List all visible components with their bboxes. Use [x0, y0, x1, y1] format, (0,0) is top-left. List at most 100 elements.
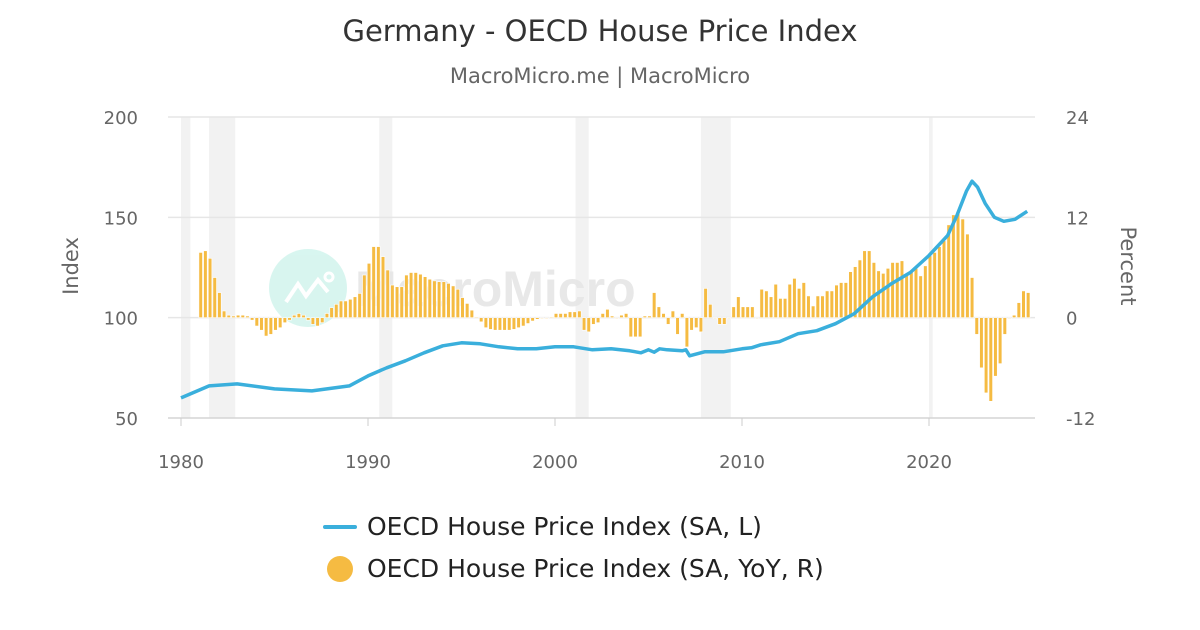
- yoy-bar: [605, 309, 610, 318]
- yoy-bar: [628, 317, 633, 338]
- left-axis-tick: 50: [115, 409, 138, 430]
- yoy-bar: [586, 317, 591, 333]
- yoy-bar: [857, 259, 862, 318]
- yoy-bar: [268, 317, 273, 335]
- yoy-bar: [815, 295, 820, 318]
- yoy-bar: [217, 292, 222, 318]
- yoy-bar: [455, 288, 460, 318]
- yoy-bar: [221, 310, 227, 318]
- yoy-bar: [656, 306, 661, 318]
- yoy-bar: [357, 293, 362, 318]
- yoy-bar: [1026, 292, 1031, 318]
- yoy-bar: [348, 298, 353, 318]
- chart-subtitle: MacroMicro.me | MacroMicro: [449, 64, 751, 88]
- legend-item-yoy[interactable]: OECD House Price Index (SA, YoY, R): [323, 554, 824, 583]
- right-axis-tick: -12: [1066, 409, 1095, 430]
- yoy-bar: [946, 224, 951, 318]
- yoy-bar: [974, 317, 979, 335]
- yoy-bar: [595, 317, 601, 323]
- yoy-bar: [516, 317, 521, 328]
- yoy-bar: [820, 295, 825, 318]
- yoy-bar: [764, 290, 769, 318]
- yoy-bar: [539, 317, 545, 319]
- yoy-bar: [609, 315, 615, 318]
- yoy-bar: [474, 316, 479, 318]
- yoy-bar: [782, 298, 788, 318]
- yoy-bar: [567, 311, 573, 318]
- yoy-bar: [525, 317, 531, 324]
- yoy-bar: [385, 269, 390, 318]
- legend-item-index[interactable]: OECD House Price Index (SA, L): [323, 512, 762, 541]
- yoy-bar: [661, 313, 666, 318]
- yoy-bar: [722, 317, 727, 325]
- right-axis-tick: 0: [1066, 309, 1077, 330]
- yoy-bar: [885, 268, 891, 318]
- left-axis-label: Index: [59, 237, 83, 295]
- yoy-bar: [212, 277, 217, 318]
- yoy-bar: [1016, 302, 1021, 318]
- yoy-bar: [441, 281, 446, 318]
- yoy-bar: [310, 317, 316, 325]
- yoy-bar: [740, 306, 746, 318]
- yoy-bar: [292, 314, 297, 318]
- yoy-bar: [278, 317, 283, 328]
- yoy-bar: [881, 273, 886, 318]
- yoy-bar: [207, 258, 213, 318]
- yoy-bar: [871, 262, 876, 318]
- yoy-bar: [306, 317, 311, 321]
- yoy-bar: [904, 274, 909, 318]
- yoy-bar: [638, 317, 643, 338]
- yoy-bar: [843, 282, 848, 318]
- yoy-bar: [320, 317, 325, 323]
- yoy-bar: [581, 317, 587, 331]
- legend-label: OECD House Price Index (SA, L): [367, 512, 762, 541]
- yoy-bar: [998, 317, 1003, 364]
- yoy-bar: [965, 233, 970, 318]
- yoy-bar: [988, 317, 993, 402]
- left-axis-tick: 200: [104, 108, 138, 129]
- left-axis-tick: 100: [104, 309, 138, 330]
- yoy-bar: [483, 317, 488, 328]
- yoy-bar: [422, 276, 428, 318]
- yoy-bar: [969, 277, 975, 318]
- yoy-bar: [553, 313, 559, 318]
- yoy-bar: [324, 313, 330, 318]
- yoy-bar: [642, 315, 647, 318]
- yoy-bar: [226, 314, 231, 318]
- yoy-bar: [236, 314, 241, 318]
- yoy-bar: [530, 317, 535, 322]
- x-axis-tick: 2000: [532, 452, 578, 473]
- yoy-bar: [254, 317, 259, 327]
- yoy-bar: [895, 262, 900, 318]
- yoy-bar: [437, 281, 442, 318]
- yoy-bar: [380, 256, 386, 318]
- yoy-bar: [240, 314, 245, 318]
- yoy-bar: [703, 288, 708, 318]
- yoy-bar: [708, 303, 713, 318]
- right-axis-label: Percent: [1116, 226, 1140, 305]
- yoy-bar: [731, 306, 736, 318]
- yoy-bar: [890, 262, 895, 318]
- yoy-bar: [918, 275, 923, 318]
- yoy-bar: [736, 296, 741, 318]
- yoy-bar: [507, 317, 512, 331]
- yoy-bar: [726, 317, 732, 319]
- yoy-bar: [867, 250, 872, 318]
- yoy-bar: [839, 282, 844, 318]
- yoy-bar: [853, 266, 858, 318]
- house-price-index-line: [180, 179, 1029, 400]
- yoy-bar: [806, 295, 811, 318]
- yoy-bar: [591, 317, 596, 325]
- recession-band: [575, 117, 589, 418]
- yoy-bar: [558, 313, 563, 318]
- dot-swatch-icon: [327, 555, 353, 582]
- yoy-bar: [427, 278, 432, 318]
- yoy-bar: [394, 286, 400, 318]
- recession-band: [379, 117, 393, 418]
- x-axis-tick: 1980: [158, 452, 204, 473]
- yoy-bar: [282, 317, 287, 323]
- x-axis-tick: 2020: [906, 452, 952, 473]
- yoy-bar: [792, 278, 797, 318]
- yoy-bar: [446, 283, 451, 318]
- yoy-bar: [231, 315, 236, 318]
